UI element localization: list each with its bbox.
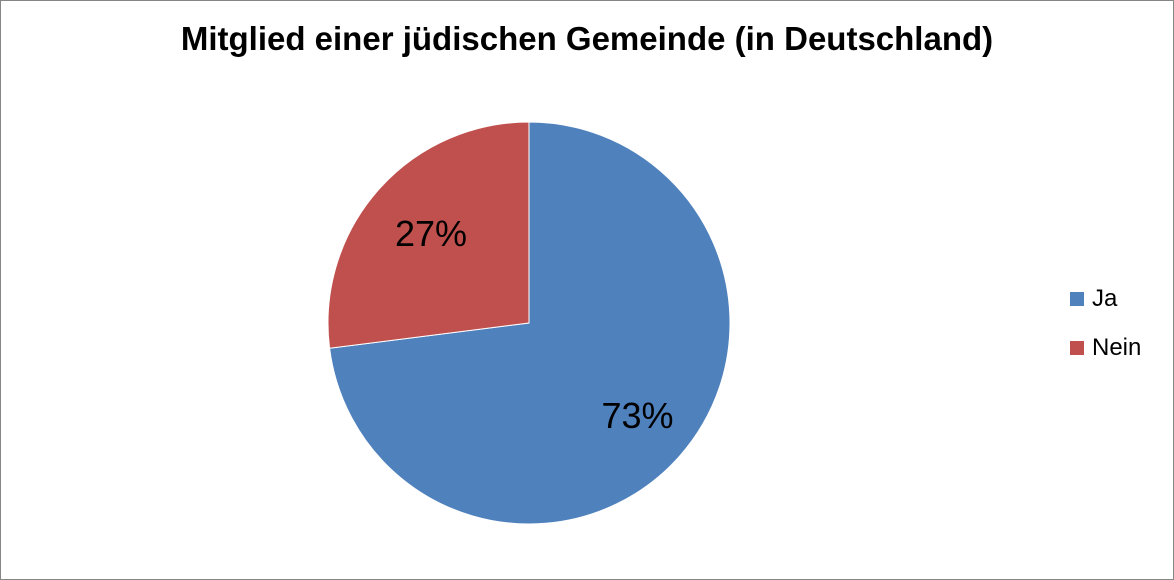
legend-swatch-nein: [1070, 341, 1084, 355]
legend-swatch-ja: [1070, 292, 1084, 306]
pie-slice-nein: [327, 121, 530, 349]
chart-title: Mitglied einer jüdischen Gemeinde (in De…: [180, 20, 994, 57]
legend-label-nein: Nein: [1092, 334, 1142, 361]
pie-slice-ja: [329, 121, 731, 525]
data-label-nein: 27%: [395, 213, 467, 254]
data-label-ja: 73%: [602, 395, 674, 436]
chart-legend: Ja Nein: [1070, 285, 1141, 383]
legend-label-ja: Ja: [1092, 285, 1118, 312]
legend-item-ja: Ja: [1070, 285, 1141, 313]
legend-item-nein: Nein: [1070, 334, 1141, 362]
